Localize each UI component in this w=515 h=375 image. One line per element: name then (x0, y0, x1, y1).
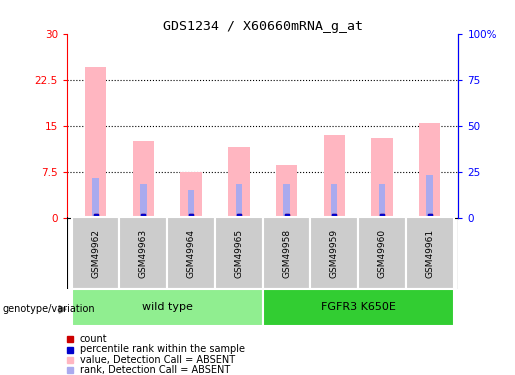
Bar (140, 184, 147, 218)
Bar (358, 217, 406, 289)
Text: GSM49962: GSM49962 (91, 229, 100, 278)
Text: GSM49964: GSM49964 (186, 229, 196, 278)
Bar (132, 141, 154, 218)
Bar (263, 217, 311, 289)
Bar (72, 289, 263, 326)
Bar (406, 217, 454, 289)
Text: count: count (80, 334, 108, 344)
Bar (426, 175, 433, 217)
Text: FGFR3 K650E: FGFR3 K650E (321, 303, 396, 312)
Text: GSM49960: GSM49960 (377, 228, 386, 278)
Bar (85, 68, 106, 218)
Bar (215, 217, 263, 289)
Text: GSM49965: GSM49965 (234, 228, 243, 278)
Bar (263, 289, 454, 326)
Bar (92, 178, 99, 218)
Text: percentile rank within the sample: percentile rank within the sample (80, 345, 245, 354)
Polygon shape (59, 306, 66, 313)
Bar (323, 135, 345, 218)
Bar (72, 217, 119, 289)
Bar (283, 184, 290, 218)
Text: GSM49959: GSM49959 (330, 228, 339, 278)
Text: GSM49958: GSM49958 (282, 228, 291, 278)
Bar (228, 147, 250, 218)
Text: GSM49961: GSM49961 (425, 228, 434, 278)
Bar (331, 184, 337, 218)
Bar (235, 184, 242, 218)
Bar (276, 165, 297, 218)
Text: genotype/variation: genotype/variation (3, 304, 95, 314)
Bar (188, 190, 194, 217)
Bar (119, 217, 167, 289)
Bar (419, 123, 440, 218)
Bar (311, 217, 358, 289)
Text: rank, Detection Call = ABSENT: rank, Detection Call = ABSENT (80, 365, 230, 375)
Text: wild type: wild type (142, 303, 193, 312)
Bar (180, 172, 202, 217)
Bar (167, 217, 215, 289)
Text: value, Detection Call = ABSENT: value, Detection Call = ABSENT (80, 355, 235, 364)
Text: GSM49963: GSM49963 (139, 228, 148, 278)
Bar (371, 138, 393, 218)
Title: GDS1234 / X60660mRNA_g_at: GDS1234 / X60660mRNA_g_at (163, 20, 363, 33)
Bar (379, 184, 385, 218)
